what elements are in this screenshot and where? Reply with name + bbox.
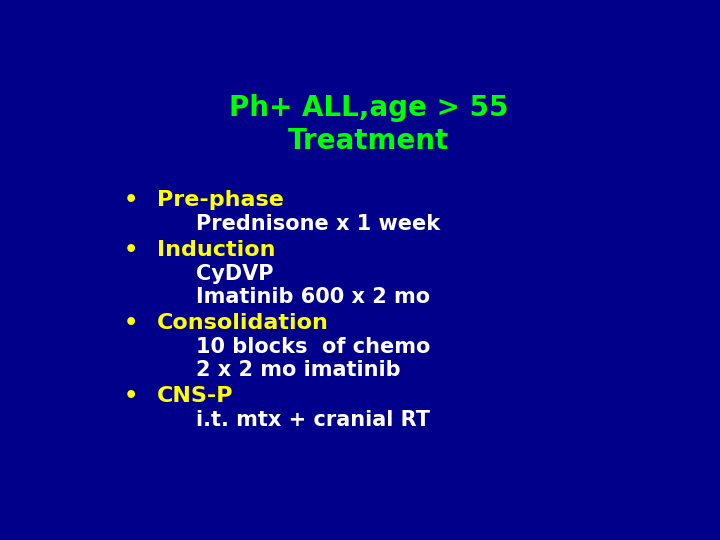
Text: Induction: Induction: [157, 240, 276, 260]
Text: Prednisone x 1 week: Prednisone x 1 week: [196, 214, 440, 234]
Text: •: •: [124, 190, 138, 210]
Text: •: •: [124, 313, 138, 333]
Text: CyDVP: CyDVP: [196, 264, 274, 284]
Text: Imatinib 600 x 2 mo: Imatinib 600 x 2 mo: [196, 287, 430, 307]
Text: •: •: [124, 240, 138, 260]
Text: CNS-P: CNS-P: [157, 386, 233, 406]
Text: i.t. mtx + cranial RT: i.t. mtx + cranial RT: [196, 410, 430, 430]
Text: Pre-phase: Pre-phase: [157, 190, 284, 210]
Text: 10 blocks  of chemo: 10 blocks of chemo: [196, 337, 431, 357]
Text: Ph+ ALL,age > 55
Treatment: Ph+ ALL,age > 55 Treatment: [229, 94, 509, 156]
Text: 2 x 2 mo imatinib: 2 x 2 mo imatinib: [196, 360, 400, 380]
Text: •: •: [124, 386, 138, 406]
Text: Consolidation: Consolidation: [157, 313, 329, 333]
